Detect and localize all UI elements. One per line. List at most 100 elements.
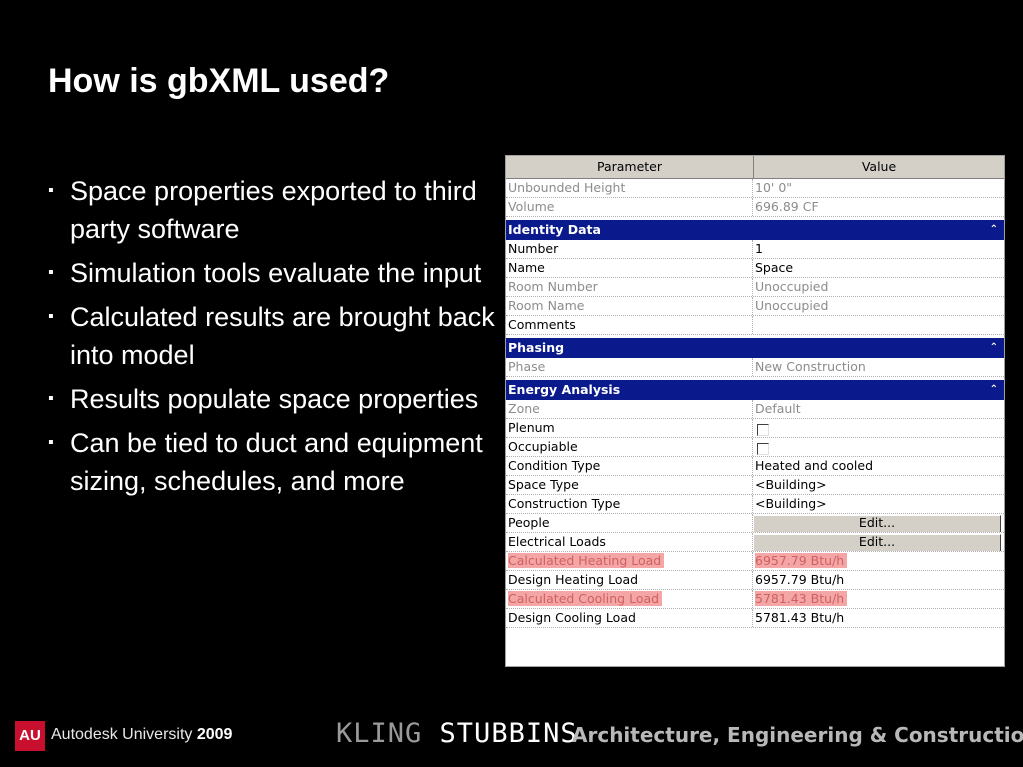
property-row-people[interactable]: People Edit... (506, 514, 1004, 533)
property-value: Unoccupied (755, 298, 829, 313)
property-value: 696.89 CF (755, 199, 819, 214)
bullet-text: Can be tied to duct and equipment sizing… (70, 428, 483, 496)
group-header-phasing[interactable]: Phasing ⌃ (506, 338, 1004, 358)
property-name: Occupiable (506, 438, 753, 456)
electrical-loads-edit-button[interactable]: Edit... (753, 534, 1001, 551)
kling-text: KLING (336, 718, 423, 749)
bullet-icon: ▪ (48, 182, 54, 199)
property-row-calculated-heating-load[interactable]: Calculated Heating Load 6957.79 Btu/h (506, 552, 1004, 571)
property-name: Calculated Cooling Load (506, 590, 753, 608)
property-row-space-type[interactable]: Space Type <Building> (506, 476, 1004, 495)
property-name: Design Heating Load (506, 571, 753, 589)
property-value[interactable]: <Building> (755, 496, 827, 511)
property-value (753, 419, 1004, 437)
property-row-comments[interactable]: Comments (506, 316, 1004, 335)
column-header-value[interactable]: Value (754, 156, 1004, 178)
property-name: Construction Type (506, 495, 753, 513)
property-name: Plenum (506, 419, 753, 437)
property-value: 10' 0" (755, 180, 793, 195)
autodesk-university-wordmark: Autodesk University 2009 (51, 726, 232, 744)
property-row-condition-type[interactable]: Condition Type Heated and cooled (506, 457, 1004, 476)
group-title: Identity Data (508, 222, 601, 237)
group-header-energy-analysis[interactable]: Energy Analysis ⌃ (506, 380, 1004, 400)
property-value[interactable]: 5781.43 Btu/h (755, 610, 845, 625)
people-edit-button[interactable]: Edit... (753, 515, 1001, 532)
bullet-text: Results populate space properties (70, 384, 479, 414)
bullet-text: Simulation tools evaluate the input (70, 258, 482, 288)
property-name: Name (506, 259, 753, 277)
property-value: 6957.79 Btu/h (753, 552, 1004, 570)
properties-header: Parameter Value (506, 156, 1004, 179)
column-header-parameter[interactable]: Parameter (506, 156, 754, 178)
au-name: Autodesk University (51, 726, 193, 743)
property-value (753, 438, 1004, 456)
property-value[interactable]: 1 (755, 241, 763, 256)
property-value[interactable]: 6957.79 Btu/h (755, 572, 845, 587)
collapse-chevron-icon[interactable]: ⌃ (989, 224, 998, 235)
property-value: Edit... (753, 514, 1004, 532)
slide-title: How is gbXML used? (48, 62, 390, 100)
highlighted-name: Calculated Heating Load (508, 553, 665, 568)
highlighted-name: Calculated Cooling Load (508, 591, 663, 606)
property-row-occupiable[interactable]: Occupiable (506, 438, 1004, 457)
property-row-plenum[interactable]: Plenum (506, 419, 1004, 438)
property-name: Unbounded Height (506, 179, 753, 197)
property-row-unbounded-height[interactable]: Unbounded Height 10' 0" (506, 179, 1004, 198)
property-row-construction-type[interactable]: Construction Type <Building> (506, 495, 1004, 514)
property-row-room-name[interactable]: Room Name Unoccupied (506, 297, 1004, 316)
property-value: New Construction (755, 359, 866, 374)
bullet-item: ▪ Can be tied to duct and equipment sizin… (48, 424, 498, 500)
property-name: Comments (506, 316, 753, 334)
property-name: Electrical Loads (506, 533, 753, 551)
kling-stubbins-logo: KLING STUBBINS (336, 718, 578, 749)
collapse-chevron-icon[interactable]: ⌃ (989, 384, 998, 395)
stubbins-text: STUBBINS (439, 718, 578, 749)
bullet-icon: ▪ (48, 434, 54, 451)
property-name: Volume (506, 198, 753, 216)
property-name: Design Cooling Load (506, 609, 753, 627)
highlighted-value: 6957.79 Btu/h (755, 553, 848, 568)
footer-bar (0, 705, 1023, 767)
properties-panel: Parameter Value Unbounded Height 10' 0" … (505, 155, 1005, 667)
property-row-design-heating-load[interactable]: Design Heating Load 6957.79 Btu/h (506, 571, 1004, 590)
property-name: Calculated Heating Load (506, 552, 753, 570)
property-value[interactable]: <Building> (755, 477, 827, 492)
property-row-phase[interactable]: Phase New Construction (506, 358, 1004, 377)
property-row-room-number[interactable]: Room Number Unoccupied (506, 278, 1004, 297)
property-name: Zone (506, 400, 753, 418)
property-value: Unoccupied (755, 279, 829, 294)
property-name: People (506, 514, 753, 532)
property-row-zone[interactable]: Zone Default (506, 400, 1004, 419)
bullet-text: Space properties exported to third party… (70, 176, 477, 244)
property-name: Phase (506, 358, 753, 376)
occupiable-checkbox[interactable] (757, 442, 769, 455)
property-row-name[interactable]: Name Space (506, 259, 1004, 278)
property-row-volume[interactable]: Volume 696.89 CF (506, 198, 1004, 217)
plenum-checkbox[interactable] (757, 423, 769, 436)
property-row-electrical-loads[interactable]: Electrical Loads Edit... (506, 533, 1004, 552)
bullet-text: Calculated results are brought back into… (70, 302, 495, 370)
bullet-item: ▪ Space properties exported to third part… (48, 172, 498, 248)
footer-tagline: Architecture, Engineering & Construction (572, 723, 1023, 747)
group-header-identity-data[interactable]: Identity Data ⌃ (506, 220, 1004, 240)
property-name: Room Number (506, 278, 753, 296)
property-value[interactable] (753, 316, 1004, 334)
property-value: 5781.43 Btu/h (753, 590, 1004, 608)
group-title: Phasing (508, 340, 565, 355)
bullet-item: ▪ Results populate space properties (48, 380, 498, 418)
bullet-icon: ▪ (48, 264, 54, 281)
bullet-icon: ▪ (48, 308, 54, 325)
property-value[interactable]: Space (755, 260, 794, 275)
collapse-chevron-icon[interactable]: ⌃ (989, 342, 998, 353)
property-value: Edit... (753, 533, 1004, 551)
property-name: Room Name (506, 297, 753, 315)
property-row-calculated-cooling-load[interactable]: Calculated Cooling Load 5781.43 Btu/h (506, 590, 1004, 609)
property-row-number[interactable]: Number 1 (506, 240, 1004, 259)
au-year: 2009 (196, 726, 233, 743)
property-row-design-cooling-load[interactable]: Design Cooling Load 5781.43 Btu/h (506, 609, 1004, 628)
bullet-item: ▪ Simulation tools evaluate the input (48, 254, 498, 292)
property-value[interactable]: Heated and cooled (755, 458, 874, 473)
property-value: Default (755, 401, 801, 416)
property-name: Number (506, 240, 753, 258)
autodesk-university-logo: AU (15, 721, 45, 751)
